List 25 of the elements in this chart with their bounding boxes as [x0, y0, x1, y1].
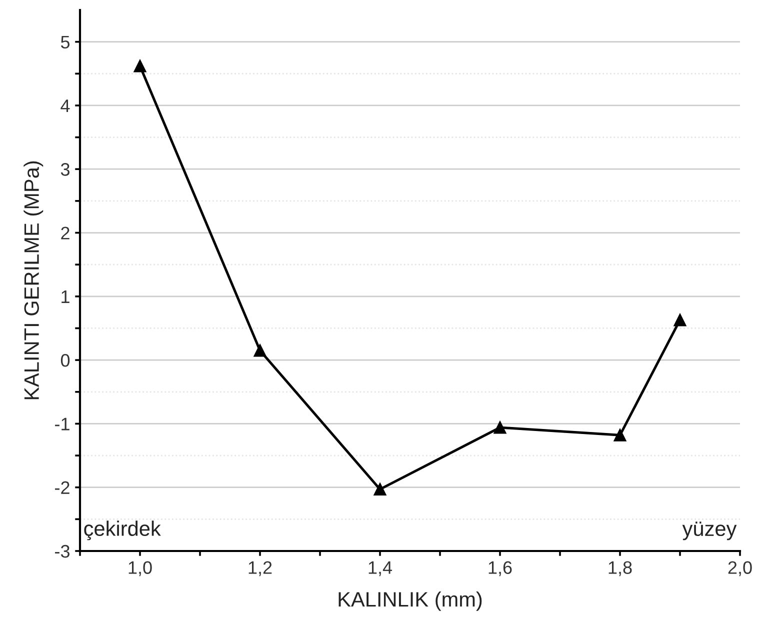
y-tick-label: 1: [62, 290, 70, 303]
annotation: yüzey: [682, 522, 737, 540]
y-axis-title: KALINTI GERILME (MPa): [24, 161, 44, 400]
x-tick-label: 1,0: [128, 561, 152, 576]
annotation: çekirdek: [84, 520, 161, 540]
y-tick-label: 0: [60, 354, 70, 367]
x-axis-title: KALINLIK (mm): [338, 591, 482, 611]
point: [374, 483, 386, 496]
point: [254, 344, 266, 357]
y-tick-label: 4: [60, 100, 70, 112]
y-tick-label: -3: [55, 544, 70, 558]
x-tick-label: 1,8: [608, 561, 632, 576]
x-tick-label: 2,0: [728, 561, 752, 576]
point: [134, 60, 146, 72]
point: [674, 314, 686, 326]
y-tick-label: 3: [60, 163, 70, 176]
y-tick-label: -2: [55, 481, 70, 494]
x-tick-label: 1,4: [368, 561, 392, 576]
y-tick-label: 2: [61, 226, 70, 240]
x-tick-label: 1,2: [248, 561, 272, 576]
x-tick-label: 1,6: [488, 561, 512, 576]
y-tick-label: -1: [55, 418, 70, 430]
y-tick-label: 5: [60, 36, 70, 49]
point: [494, 421, 506, 434]
point: [614, 428, 626, 442]
